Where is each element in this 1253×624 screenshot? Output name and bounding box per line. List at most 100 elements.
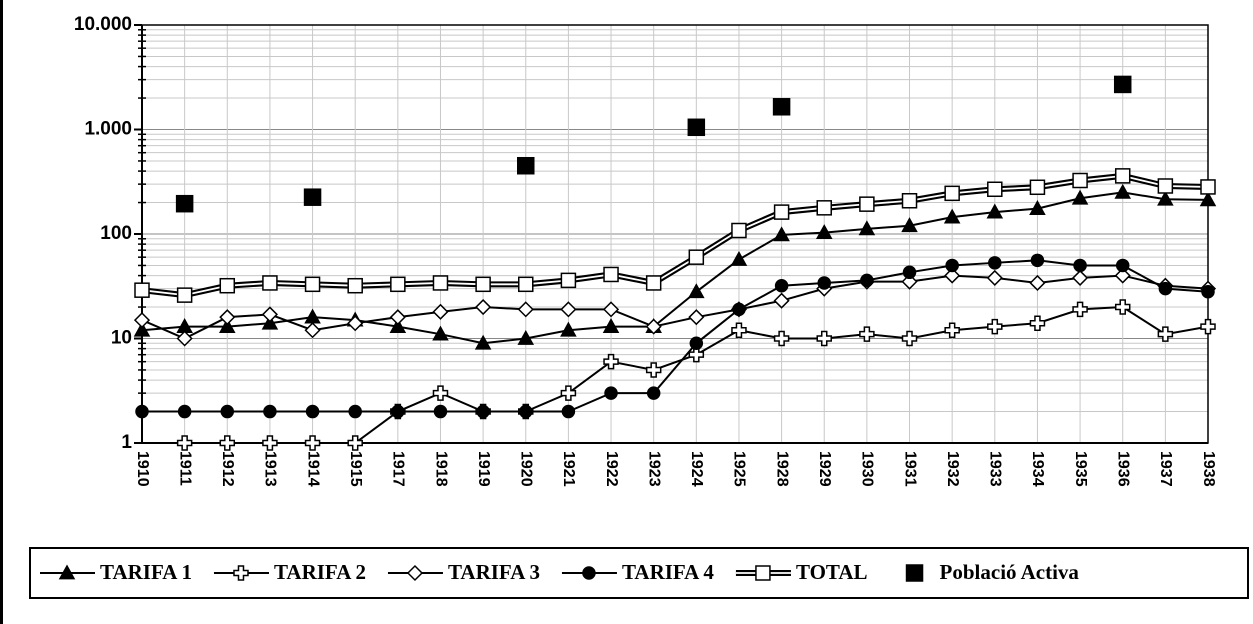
marker xyxy=(1029,274,1046,292)
x-tick-label: 1935 xyxy=(1072,451,1089,487)
x-tick-label: 1930 xyxy=(859,451,876,487)
x-tick-label: 1923 xyxy=(645,451,662,487)
marker xyxy=(688,249,705,265)
legend-marker xyxy=(755,565,771,581)
x-tick-label: 1919 xyxy=(475,451,492,487)
legend-label: Població Activa xyxy=(940,560,1080,584)
marker xyxy=(902,265,917,280)
marker xyxy=(687,118,706,137)
marker xyxy=(1199,191,1217,207)
marker xyxy=(773,204,790,220)
x-tick-label: 1920 xyxy=(518,451,535,487)
series-line xyxy=(141,172,1209,299)
legend-label: TARIFA 2 xyxy=(274,560,366,584)
marker xyxy=(774,278,789,293)
legend-label: TARIFA 4 xyxy=(622,560,714,584)
marker xyxy=(303,188,322,206)
x-tick-label: 1934 xyxy=(1029,451,1046,487)
marker xyxy=(944,322,960,338)
legend-marker xyxy=(233,565,249,581)
marker xyxy=(1201,285,1215,299)
x-tick-label: 1932 xyxy=(944,451,961,487)
marker xyxy=(603,266,619,283)
marker xyxy=(518,276,534,293)
marker xyxy=(432,275,449,291)
marker xyxy=(133,321,151,337)
marker xyxy=(1115,258,1130,273)
marker xyxy=(219,309,236,326)
marker xyxy=(347,315,364,332)
x-tick-label: 1910 xyxy=(134,451,151,487)
marker xyxy=(688,283,705,299)
marker xyxy=(133,312,151,329)
marker xyxy=(1157,326,1174,342)
marker xyxy=(476,404,490,419)
marker xyxy=(1030,253,1045,268)
marker xyxy=(390,276,406,293)
marker xyxy=(943,208,961,224)
marker xyxy=(560,385,577,401)
marker xyxy=(1114,299,1131,315)
marker xyxy=(773,226,790,242)
marker xyxy=(901,330,918,347)
x-tick-label: 1936 xyxy=(1114,451,1131,487)
marker xyxy=(1071,189,1089,205)
marker xyxy=(347,277,363,294)
marker xyxy=(220,404,235,419)
marker xyxy=(389,318,407,333)
x-tick-label: 1918 xyxy=(432,451,449,487)
marker xyxy=(262,275,278,291)
x-tick-label: 1913 xyxy=(262,451,279,487)
legend-label: TARIFA 1 xyxy=(100,560,192,584)
marker xyxy=(688,309,705,326)
marker xyxy=(1072,172,1088,189)
x-tick-label: 1921 xyxy=(560,451,577,487)
x-tick-label: 1917 xyxy=(390,451,407,487)
series-line xyxy=(142,259,1209,413)
y-tick-label: 1.000 xyxy=(84,119,132,140)
marker xyxy=(944,185,960,202)
marker xyxy=(602,301,620,318)
marker xyxy=(304,308,321,324)
legend-label: TARIFA 3 xyxy=(448,560,540,584)
marker xyxy=(945,258,959,273)
marker xyxy=(176,287,193,303)
marker xyxy=(646,386,661,400)
x-tick-label: 1915 xyxy=(347,451,364,487)
marker xyxy=(1114,267,1131,284)
marker xyxy=(134,282,150,298)
legend-label: TOTAL xyxy=(796,560,868,584)
marker xyxy=(219,318,236,333)
marker xyxy=(944,267,961,284)
marker xyxy=(730,250,748,266)
x-tick-label: 1931 xyxy=(901,451,918,487)
marker xyxy=(602,318,620,333)
legend-marker xyxy=(58,564,76,580)
marker xyxy=(1073,258,1087,273)
marker xyxy=(432,303,449,320)
marker xyxy=(561,404,576,419)
x-tick-label: 1937 xyxy=(1157,451,1174,487)
marker xyxy=(304,276,321,293)
legend-marker xyxy=(905,564,924,582)
marker xyxy=(1157,190,1174,206)
x-tick-label: 1912 xyxy=(219,451,236,487)
marker xyxy=(986,269,1003,286)
x-tick-label: 1925 xyxy=(731,451,748,487)
marker xyxy=(645,362,662,378)
marker xyxy=(433,404,448,419)
marker xyxy=(817,276,831,290)
x-tick-label: 1929 xyxy=(816,451,833,487)
series-line-inner xyxy=(141,174,1209,297)
marker xyxy=(1072,269,1089,286)
marker xyxy=(816,330,832,347)
marker xyxy=(517,156,535,175)
marker xyxy=(1029,179,1046,196)
x-tick-label: 1922 xyxy=(603,451,620,487)
marker xyxy=(645,275,662,291)
page-edge xyxy=(0,0,3,624)
series-line xyxy=(141,191,1209,345)
x-tick-label: 1911 xyxy=(176,451,193,486)
marker xyxy=(177,404,192,419)
marker xyxy=(389,309,406,326)
